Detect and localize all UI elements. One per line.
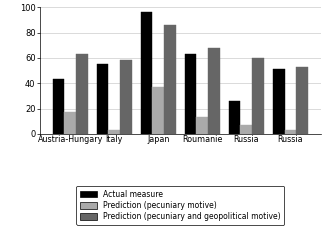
Bar (296, 67, 308, 134)
Bar (229, 101, 241, 134)
Bar (65, 112, 76, 134)
Legend: Actual measure, Prediction (pecuniary motive), Prediction (pecuniary and geopoli: Actual measure, Prediction (pecuniary mo… (76, 186, 284, 225)
Bar (141, 12, 153, 134)
Bar (97, 64, 109, 134)
Bar (273, 69, 285, 134)
Bar (109, 130, 120, 134)
Bar (164, 25, 176, 134)
Bar (197, 117, 208, 134)
Bar (185, 54, 197, 134)
Bar (285, 130, 296, 134)
Bar (252, 58, 264, 134)
Bar (241, 125, 252, 134)
Bar (120, 60, 132, 134)
Bar (208, 48, 220, 134)
Bar (76, 54, 88, 134)
Bar (53, 79, 65, 134)
Bar (153, 87, 164, 134)
